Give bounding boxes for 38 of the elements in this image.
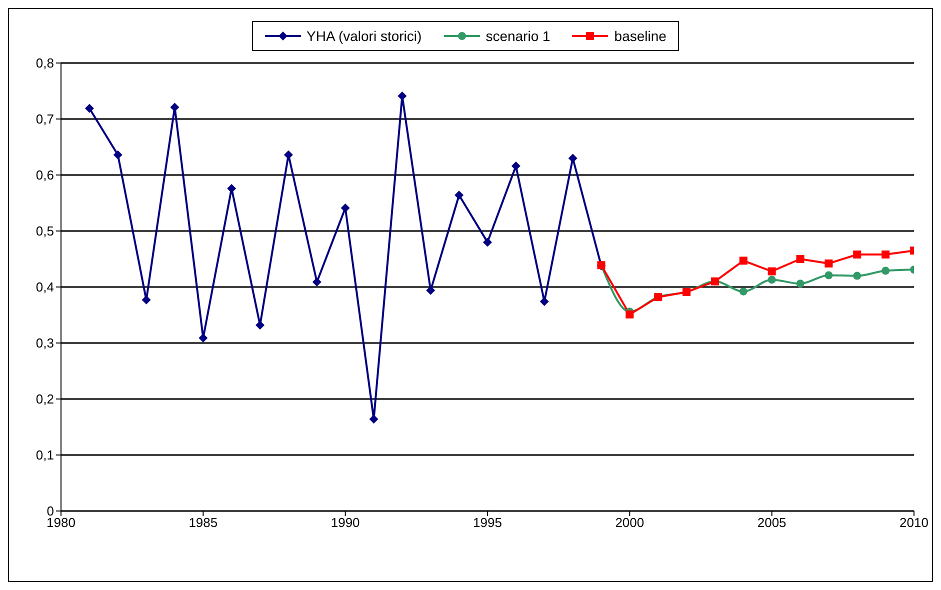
point (796, 280, 804, 288)
point (768, 267, 776, 276)
x-tick-label: 1990 (330, 515, 360, 530)
point (824, 259, 833, 268)
legend-label: baseline (613, 28, 666, 44)
y-tick-label: 0,7 (36, 112, 54, 127)
legend-label: scenario 1 (484, 28, 550, 44)
y-tick-label: 0,6 (36, 168, 54, 183)
y-tick-label: 0,2 (36, 392, 54, 407)
point (568, 154, 578, 163)
x-tick-label: 1995 (473, 515, 502, 530)
x-tick-label: 2000 (615, 515, 644, 530)
point (796, 255, 804, 263)
point (853, 250, 862, 259)
y-tick-label: 0,8 (36, 56, 54, 71)
y-tick-label: 0,3 (36, 336, 54, 351)
y-tick-label: 0,5 (36, 224, 54, 239)
y-tick-label: 0,4 (36, 280, 54, 295)
point (369, 414, 378, 424)
point (768, 276, 776, 284)
x-tick-label: 2010 (900, 515, 928, 530)
x-tick-label: 2005 (757, 515, 786, 530)
point (84, 104, 94, 113)
point (626, 310, 634, 318)
point (824, 271, 833, 280)
point (511, 162, 520, 171)
x-tick-label: 1985 (188, 515, 218, 530)
y-tick-label: 0,1 (36, 448, 54, 463)
point (739, 287, 748, 296)
legend-label: YHA (valori storici) (306, 28, 422, 44)
point (882, 250, 890, 259)
point (113, 150, 122, 160)
point (853, 272, 862, 280)
point (882, 266, 890, 275)
point (483, 238, 492, 247)
point (454, 190, 464, 200)
point (739, 256, 748, 265)
point (312, 277, 322, 286)
